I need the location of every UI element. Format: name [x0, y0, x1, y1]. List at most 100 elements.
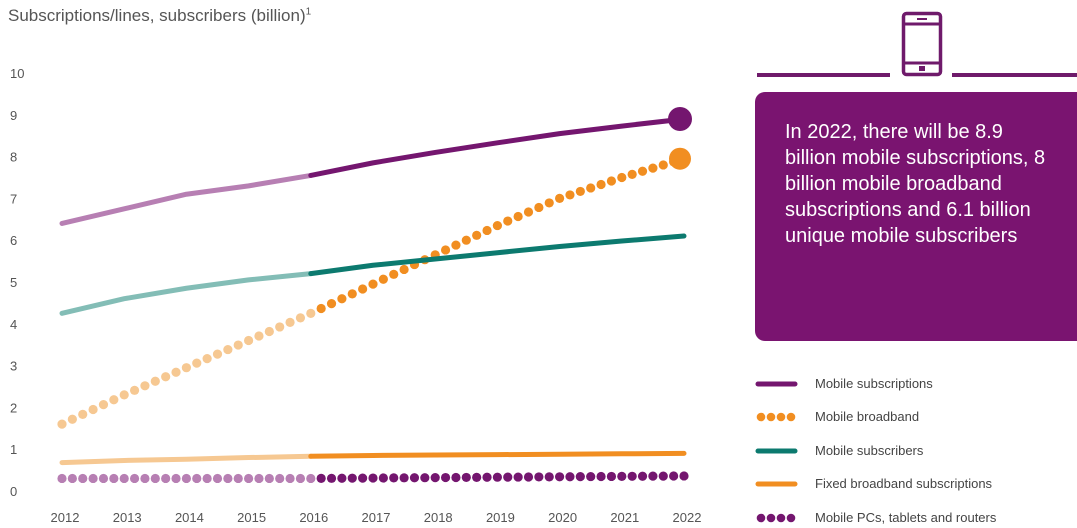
series-dot-mobile_pcs: [368, 473, 378, 483]
series-dot-mobile_pcs: [596, 471, 606, 482]
y-tick-label: 8: [10, 150, 17, 165]
y-tick-label: 6: [10, 233, 17, 248]
series-dot-mobile_broadband: [161, 372, 171, 382]
series-dot-mobile_pcs: [544, 472, 554, 482]
series-dot-mobile_pcs: [586, 471, 596, 482]
series-dot-mobile_pcs: [389, 473, 399, 483]
y-tick-label: 2: [10, 400, 17, 415]
series-dot-mobile_broadband: [233, 340, 243, 350]
legend-label: Mobile broadband: [815, 409, 920, 424]
x-tick-label: 2013: [113, 510, 142, 525]
legend-label: Mobile PCs, tablets and routers: [815, 510, 997, 525]
series-dot-mobile_pcs: [420, 473, 430, 483]
x-tick-label: 2022: [673, 510, 702, 525]
series-dot-mobile_pcs: [254, 473, 264, 484]
series-dot-mobile_broadband: [181, 363, 191, 373]
series-dot-mobile_broadband: [534, 202, 544, 213]
y-tick-label: 1: [10, 442, 17, 457]
chart-plot: 0 1 2 3 4 5 6 7 8 9 10 2012 2013 2014 2015 2016 2017 2018…: [10, 66, 702, 525]
series-dot-mobile_pcs: [378, 473, 388, 483]
legend-swatch-mobile_pcs: [756, 513, 796, 523]
series-dot-mobile_pcs: [67, 473, 77, 484]
series-dot-mobile_pcs: [285, 473, 295, 484]
end-marker-mobile_subscriptions: [668, 106, 692, 131]
series-dot-mobile_broadband: [555, 193, 565, 203]
series-dot-mobile_broadband: [306, 308, 316, 318]
series-dot-mobile_broadband: [88, 404, 98, 415]
series-dot-mobile_broadband: [67, 414, 77, 424]
legend-dot-mobile_broadband: [776, 412, 786, 422]
series-dot-mobile_pcs: [119, 473, 129, 484]
series-dot-mobile_broadband: [389, 269, 399, 279]
series-dot-mobile_broadband: [378, 274, 388, 284]
series-dot-mobile_pcs: [202, 473, 212, 484]
series-dot-mobile_pcs: [461, 472, 471, 483]
series-line-mobile_subscriptions-history: [59, 172, 314, 226]
series-dot-mobile_pcs: [523, 472, 534, 482]
x-tick-label: 2021: [610, 510, 639, 525]
series-line-mobile_subscriptions-forecast: [308, 116, 687, 178]
series-dot-mobile_broadband: [617, 172, 627, 183]
series-dot-mobile_broadband: [399, 264, 409, 275]
series-dot-mobile_pcs: [233, 473, 243, 484]
smartphone-icon: [901, 11, 943, 77]
legend-label: Fixed broadband subscriptions: [815, 476, 993, 491]
series-dot-mobile_broadband: [140, 381, 150, 391]
series-dot-mobile_broadband: [285, 317, 295, 328]
series-dot-mobile_broadband: [202, 354, 212, 364]
x-tick-label: 2018: [424, 510, 453, 525]
series-dot-mobile_broadband: [326, 298, 337, 309]
series-dot-mobile_pcs: [669, 471, 679, 481]
series-dot-mobile_pcs: [337, 473, 347, 483]
series-line-fixed_broadband-forecast: [308, 450, 687, 459]
series-dot-mobile_broadband: [606, 176, 617, 186]
legend-dot-mobile_pcs: [786, 513, 796, 523]
legend-dot-mobile_broadband: [766, 412, 776, 422]
series-dot-mobile_broadband: [57, 419, 67, 429]
series-dot-mobile_pcs: [57, 473, 67, 484]
series-dot-mobile_pcs: [430, 473, 440, 483]
series-dot-mobile_broadband: [492, 220, 502, 231]
series-line-mobile_subscribers-history: [59, 271, 314, 316]
y-tick-label: 9: [10, 108, 17, 123]
series-dot-mobile_broadband: [192, 358, 202, 368]
series-dot-mobile_broadband: [565, 190, 575, 200]
series-dot-mobile_pcs: [399, 473, 409, 483]
series-dot-mobile_pcs: [409, 473, 420, 483]
series-dot-mobile_broadband: [347, 289, 357, 299]
series-dot-mobile_pcs: [244, 473, 254, 484]
series-dot-mobile_broadband: [337, 294, 347, 304]
series-dot-mobile_pcs: [606, 471, 617, 482]
series-dot-mobile_pcs: [492, 472, 502, 482]
series-dot-mobile_broadband: [358, 284, 368, 294]
series-dot-mobile_pcs: [637, 471, 648, 481]
x-tick-label: 2015: [237, 510, 266, 525]
series-dot-mobile_pcs: [316, 473, 326, 483]
series-dot-mobile_pcs: [679, 471, 689, 481]
series-dot-mobile_pcs: [658, 471, 668, 481]
chart-title: Subscriptions/lines, subscribers (billio…: [8, 6, 312, 25]
series-dot-mobile_broadband: [212, 349, 223, 359]
series-dot-mobile_pcs: [150, 473, 160, 484]
series-dot-mobile_pcs: [129, 473, 140, 484]
series-dot-mobile_broadband: [171, 367, 181, 377]
series-dot-mobile_pcs: [98, 473, 109, 484]
x-tick-label: 2019: [486, 510, 515, 525]
series-dot-mobile_broadband: [78, 409, 88, 419]
series-dot-mobile_broadband: [575, 186, 585, 197]
legend-item-fixed_broadband: Fixed broadband subscriptions: [755, 474, 1077, 494]
series-dot-mobile_pcs: [295, 473, 306, 484]
legend-swatch-mobile_subscriptions: [755, 381, 798, 387]
x-tick-label: 2016: [299, 510, 328, 525]
legend-item-mobile_broadband: Mobile broadband: [755, 407, 1077, 427]
series-dot-mobile_broadband: [295, 313, 306, 323]
y-tick-label: 0: [10, 484, 17, 499]
series-dot-mobile_pcs: [503, 472, 513, 482]
series-dot-mobile_pcs: [347, 473, 357, 483]
legend-label: Mobile subscribers: [815, 443, 924, 458]
series-dot-mobile_pcs: [171, 473, 181, 484]
y-tick-label: 5: [10, 275, 17, 290]
key-figures-callout: In 2022, there will be 8.9 billion mobil…: [755, 92, 1077, 341]
series-dot-mobile_pcs: [264, 473, 274, 484]
series-dot-mobile_broadband: [150, 376, 160, 386]
